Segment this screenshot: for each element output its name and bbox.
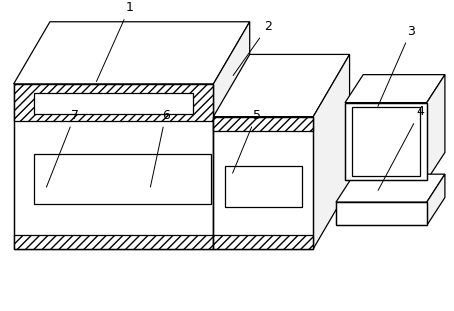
- Bar: [213, 117, 313, 131]
- Bar: [14, 84, 213, 249]
- Bar: [14, 84, 213, 249]
- Text: 7: 7: [46, 109, 79, 187]
- Text: 4: 4: [378, 105, 424, 190]
- Bar: [225, 166, 302, 207]
- Polygon shape: [427, 75, 445, 180]
- Polygon shape: [345, 75, 445, 103]
- Text: 6: 6: [150, 109, 170, 187]
- Polygon shape: [336, 174, 445, 202]
- Bar: [213, 235, 313, 249]
- Polygon shape: [213, 54, 350, 117]
- Bar: [213, 117, 313, 249]
- Bar: [336, 202, 427, 225]
- Bar: [336, 202, 427, 225]
- Bar: [14, 84, 213, 121]
- Text: 5: 5: [232, 109, 261, 173]
- Bar: [14, 235, 213, 249]
- Bar: [213, 117, 313, 249]
- Polygon shape: [313, 54, 350, 249]
- Bar: [34, 93, 193, 114]
- Bar: [345, 103, 427, 180]
- Bar: [352, 107, 420, 176]
- Polygon shape: [14, 22, 250, 84]
- Polygon shape: [213, 22, 250, 249]
- Text: 2: 2: [233, 20, 272, 76]
- Text: 3: 3: [378, 25, 415, 106]
- Polygon shape: [427, 174, 445, 225]
- Text: 1: 1: [96, 1, 133, 81]
- Bar: [345, 103, 427, 180]
- Bar: [34, 154, 211, 204]
